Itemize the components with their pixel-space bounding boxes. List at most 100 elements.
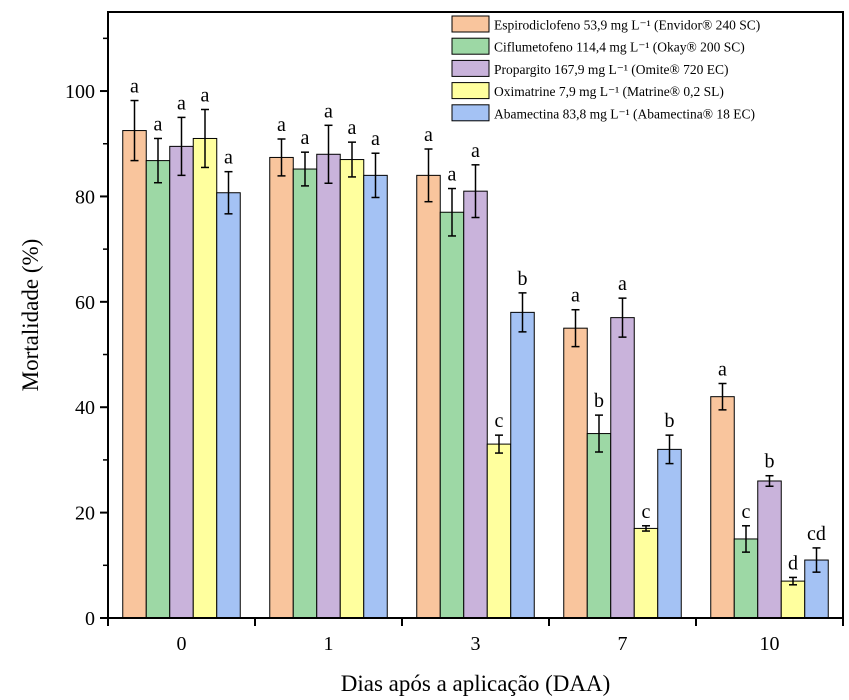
- significance-letter: d: [788, 552, 798, 574]
- error-bar-1-3: [448, 187, 456, 237]
- legend-label: Espirodiclofeno 53,9 mg L⁻¹ (Envidor® 24…: [494, 18, 760, 33]
- x-tick-label: 0: [177, 633, 187, 655]
- legend-swatch: [451, 82, 490, 100]
- error-bar-2-0: [177, 116, 186, 177]
- bar-0-1: [269, 156, 294, 619]
- legend-item: Propargito 167,9 mg L⁻¹ (Omite® 720 EC): [451, 59, 729, 77]
- legend-item: Abamectina 83,8 mg L⁻¹ (Abamectina® 18 E…: [451, 104, 755, 122]
- y-tick-label: 20: [75, 503, 95, 525]
- significance-letter: a: [718, 359, 727, 381]
- axes-layer: 0 20 40 60 80 100 0 1 3 7 10: [65, 37, 844, 655]
- error-bar-4-3: [518, 292, 527, 333]
- error-bar-4-7: [665, 434, 674, 465]
- bar-1-3: [439, 211, 465, 619]
- legend-swatch: [451, 15, 490, 33]
- error-bar-4-1: [371, 152, 380, 199]
- significance-letter: b: [665, 410, 675, 432]
- significance-letter: cd: [807, 523, 826, 545]
- bar-2-3: [463, 190, 488, 619]
- error-bar-1-7: [595, 414, 603, 453]
- bar-4-7: [657, 448, 682, 619]
- x-tick-label: 10: [760, 633, 780, 655]
- bar-0-10: [710, 396, 735, 619]
- significance-letter: b: [518, 268, 528, 290]
- y-tick-label: 0: [85, 608, 95, 630]
- legend-item: Ciflumetofeno 114,4 mg L⁻¹ (Okay® 200 SC…: [451, 37, 745, 55]
- error-bar-1-1: [301, 151, 309, 187]
- significance-letter: c: [495, 410, 504, 432]
- bar-1-0: [145, 160, 171, 619]
- legend-label: Oximatrine 7,9 mg L⁻¹ (Matrine® 0,2 SL): [494, 84, 724, 99]
- significance-letter: c: [742, 501, 751, 523]
- error-bar-0-3: [424, 148, 433, 203]
- error-bar-3-7: [642, 525, 650, 532]
- significance-letter: b: [594, 390, 604, 412]
- bar-4-1: [363, 174, 388, 619]
- bar-0-0: [122, 130, 147, 619]
- x-tick-label: 1: [324, 633, 334, 655]
- error-bar-0-0: [130, 99, 139, 162]
- y-tick-label: 40: [75, 397, 95, 419]
- bar-1-1: [292, 168, 318, 619]
- bar-0-3: [416, 174, 441, 619]
- legend-label: Ciflumetofeno 114,4 mg L⁻¹ (Okay® 200 SC…: [494, 40, 745, 55]
- significance-letter: a: [618, 273, 627, 295]
- error-bar-0-1: [277, 138, 286, 177]
- legend-swatch: [451, 37, 490, 55]
- legend-swatch: [451, 59, 490, 77]
- error-bar-3-1: [348, 141, 356, 178]
- error-bar-3-0: [201, 108, 209, 169]
- significance-letter: a: [371, 128, 380, 150]
- significance-letter: a: [324, 100, 333, 122]
- significance-letter: a: [301, 127, 310, 149]
- significance-letter: a: [571, 285, 580, 307]
- y-axis-title: Mortalidade (%): [18, 239, 43, 392]
- bar-2-0: [169, 145, 194, 619]
- bar-2-7: [610, 317, 635, 619]
- x-tick-label: 3: [471, 633, 481, 655]
- bar-3-10: [780, 580, 806, 619]
- error-bar-1-0: [154, 137, 162, 184]
- bar-4-0: [216, 192, 241, 619]
- legend-label: Propargito 167,9 mg L⁻¹ (Omite® 720 EC): [494, 62, 729, 77]
- error-bar-0-7: [571, 308, 580, 348]
- error-bar-0-10: [718, 382, 727, 411]
- y-tick-label: 60: [75, 292, 95, 314]
- bars-layer: [122, 130, 829, 619]
- error-bar-2-3: [471, 164, 480, 219]
- error-bar-1-10: [742, 525, 750, 553]
- significance-letter: a: [348, 117, 357, 139]
- y-tick-label: 80: [75, 186, 95, 208]
- significance-letter: a: [424, 124, 433, 146]
- bar-1-7: [586, 433, 612, 619]
- bar-4-3: [510, 311, 535, 619]
- significance-letter: a: [201, 84, 210, 106]
- significance-letter: c: [642, 501, 651, 523]
- plot-frame: [107, 11, 844, 619]
- legend-item: Oximatrine 7,9 mg L⁻¹ (Matrine® 0,2 SL): [451, 82, 724, 100]
- legend-swatch: [451, 104, 490, 122]
- bar-2-1: [316, 153, 341, 619]
- legend-label: Abamectina 83,8 mg L⁻¹ (Abamectina® 18 E…: [494, 106, 755, 121]
- significance-letter: a: [277, 114, 286, 136]
- error-bar-2-7: [618, 297, 627, 338]
- significance-letter: a: [471, 140, 480, 162]
- significance-letter: a: [224, 147, 233, 169]
- legend-item: Espirodiclofeno 53,9 mg L⁻¹ (Envidor® 24…: [451, 15, 760, 33]
- bar-3-1: [339, 159, 365, 619]
- legend: Espirodiclofeno 53,9 mg L⁻¹ (Envidor® 24…: [451, 15, 760, 122]
- bar-2-10: [757, 480, 782, 619]
- bar-3-3: [486, 443, 512, 619]
- significance-letter: b: [765, 451, 775, 473]
- error-bar-3-10: [789, 576, 797, 586]
- error-bar-4-0: [224, 170, 233, 215]
- y-tick-label: 100: [65, 81, 95, 103]
- bar-0-7: [563, 327, 588, 619]
- error-bar-2-1: [324, 124, 333, 185]
- significance-letter: a: [130, 76, 139, 98]
- error-bar-3-3: [495, 434, 503, 454]
- error-bar-4-10: [812, 547, 821, 573]
- significance-letter: a: [154, 113, 163, 135]
